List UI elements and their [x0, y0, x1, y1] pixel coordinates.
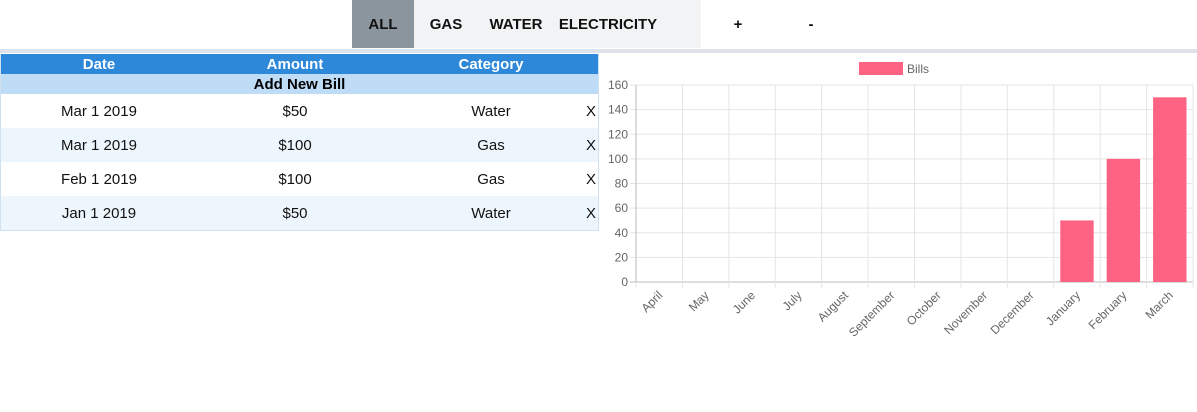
y-tick-label: 120 — [608, 127, 628, 141]
table-row: Mar 1 2019 $100 Gas X — [1, 128, 598, 162]
y-tick-label: 140 — [608, 103, 628, 117]
add-button[interactable]: + — [733, 15, 743, 33]
x-tick-label: May — [686, 288, 712, 314]
x-tick-label: March — [1142, 288, 1175, 321]
cell-date: Jan 1 2019 — [61, 204, 137, 222]
y-tick-label: 60 — [615, 201, 629, 215]
cell-date: Mar 1 2019 — [61, 102, 137, 120]
delete-button[interactable]: X — [585, 136, 596, 154]
tab-water[interactable]: WATER — [489, 15, 543, 33]
tab-all[interactable]: ALL — [352, 0, 414, 48]
cell-date: Mar 1 2019 — [61, 136, 137, 154]
delete-button[interactable]: X — [585, 204, 596, 222]
table-row: Feb 1 2019 $100 Gas X — [1, 162, 598, 196]
header-category: Category — [458, 55, 524, 73]
tab-electricity[interactable]: ELECTRICITY — [558, 15, 658, 33]
bar — [1060, 220, 1094, 282]
delete-button[interactable]: X — [585, 170, 596, 188]
cell-category: Gas — [477, 136, 505, 154]
bar-chart: Bills 0 20 40 60 80 100 120 140 160 April May June… — [608, 62, 1194, 340]
cell-category: Water — [471, 204, 511, 222]
cell-amount: $50 — [282, 102, 308, 120]
table-row: Jan 1 2019 $50 Water X — [1, 196, 598, 230]
x-tick-label: October — [904, 288, 944, 328]
header-date: Date — [82, 55, 116, 73]
x-tick-label: January — [1043, 288, 1083, 328]
delete-button[interactable]: X — [585, 102, 596, 120]
header-amount: Amount — [266, 55, 324, 73]
legend-label: Bills — [907, 62, 929, 76]
cell-amount: $100 — [278, 136, 312, 154]
x-tick-label: April — [638, 288, 665, 315]
x-tick-label: February — [1086, 288, 1130, 332]
chart-legend: Bills — [859, 62, 929, 76]
tab-gas[interactable]: GAS — [429, 15, 463, 33]
y-tick-label: 40 — [615, 226, 629, 240]
y-tick-label: 100 — [608, 152, 628, 166]
y-tick-label: 20 — [615, 250, 629, 264]
legend-swatch — [859, 62, 903, 75]
bar — [1106, 158, 1141, 282]
cell-amount: $50 — [282, 204, 308, 222]
table-header: Date Amount Category — [1, 54, 598, 74]
y-tick-label: 160 — [608, 78, 628, 92]
x-tick-label: June — [730, 288, 759, 317]
x-tick-label: August — [815, 288, 852, 325]
table-row: Mar 1 2019 $50 Water X — [1, 94, 598, 128]
divider — [0, 49, 1197, 53]
x-tick-label: July — [780, 288, 805, 313]
bills-chart: Bills 0 20 40 60 80 100 120 140 160 April May June… — [600, 54, 1197, 407]
x-tick-label: November — [941, 288, 990, 337]
x-tick-label: September — [846, 288, 897, 339]
cell-category: Gas — [477, 170, 505, 188]
bar — [1153, 97, 1187, 282]
x-tick-label: December — [988, 288, 1037, 337]
cell-category: Water — [471, 102, 511, 120]
cell-amount: $100 — [278, 170, 312, 188]
category-nav: ALL GAS WATER ELECTRICITY — [352, 0, 701, 48]
remove-button[interactable]: - — [808, 15, 814, 33]
y-tick-label: 80 — [615, 177, 629, 191]
bills-table: Date Amount Category Add New Bill Mar 1 … — [0, 54, 599, 231]
y-tick-label: 0 — [621, 275, 628, 289]
add-new-bill-button[interactable]: Add New Bill — [1, 74, 598, 94]
cell-date: Feb 1 2019 — [61, 170, 137, 188]
